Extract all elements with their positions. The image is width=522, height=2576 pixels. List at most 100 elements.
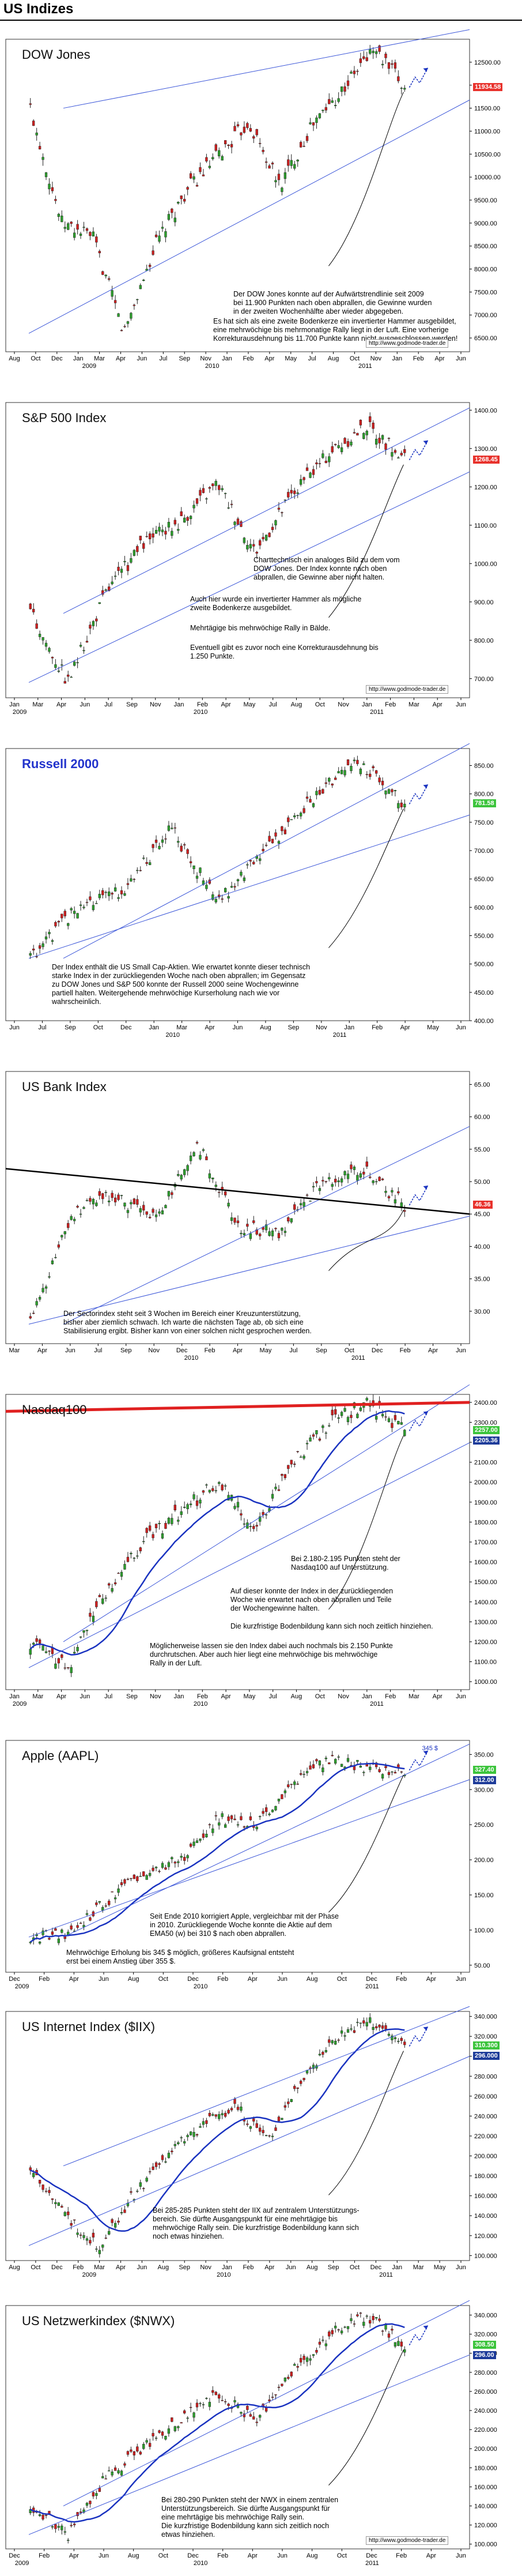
- candle-body: [136, 546, 139, 552]
- candle-body: [271, 1230, 274, 1236]
- candle-body: [290, 490, 293, 494]
- candle-body: [76, 1925, 79, 1928]
- candle-body: [369, 773, 372, 777]
- candle-body: [346, 2029, 350, 2033]
- candle-body: [381, 2025, 384, 2029]
- chart-svg-rut: 850.00 800.00 750.00 700.00 650.00 600.00 550.…: [5, 743, 494, 1039]
- candle-body: [252, 1220, 255, 1223]
- forecast-arrow: [408, 1411, 429, 1431]
- candle-body: [315, 462, 318, 465]
- y-tick-label: 1800.00: [474, 1519, 497, 1526]
- candle-body: [312, 2064, 315, 2069]
- candle-body: [271, 2135, 274, 2137]
- candle-body: [283, 1790, 287, 1793]
- candle-body: [362, 763, 365, 765]
- candle-body: [365, 1398, 368, 1401]
- x-tick-label: Oct: [31, 355, 40, 362]
- candle-body: [211, 2390, 214, 2393]
- candle-body: [249, 128, 252, 132]
- candle-body: [54, 2524, 57, 2529]
- candle-body: [362, 1772, 365, 1773]
- candle-body: [186, 187, 189, 190]
- candle-body: [381, 63, 384, 66]
- y-tick-label: 140.000: [474, 2213, 497, 2220]
- candle-body: [274, 1228, 277, 1229]
- x-tick-label: Feb: [243, 355, 254, 362]
- x-tick-label: Oct: [350, 355, 360, 362]
- candle-body: [340, 447, 343, 453]
- y-tick-label: 1500.00: [474, 1579, 497, 1586]
- candle-body: [95, 236, 98, 243]
- candle-body: [48, 1650, 51, 1652]
- candle-body: [359, 1173, 362, 1178]
- candle-body: [152, 533, 154, 537]
- candle-body: [268, 1231, 271, 1236]
- candle-body: [44, 1651, 48, 1653]
- candle-body: [130, 1202, 133, 1205]
- candle-body: [318, 1188, 321, 1191]
- candle-body: [189, 2406, 192, 2408]
- y-tick-label: 50.00: [474, 1962, 490, 1969]
- candle-body: [328, 777, 331, 782]
- candle-body: [227, 507, 230, 509]
- candle-body: [268, 836, 271, 842]
- candle-body: [108, 2231, 111, 2235]
- candle-body: [192, 1841, 195, 1846]
- candle-body: [173, 2144, 176, 2146]
- y-tick-label: 200.000: [474, 2446, 497, 2453]
- candle-body: [104, 589, 107, 591]
- candle-body: [259, 858, 262, 861]
- candle-body: [161, 1863, 164, 1868]
- candle-body: [211, 1828, 214, 1833]
- candle-body: [183, 2141, 186, 2143]
- candle-body: [224, 2401, 227, 2402]
- chart-svg-spx: 1400.00 1300.00 1200.00 1100.00 1000.00 900.0…: [5, 402, 497, 716]
- candle-body: [246, 123, 249, 128]
- candle-body: [142, 1541, 145, 1543]
- candle-body: [205, 157, 208, 161]
- candle-body: [350, 72, 353, 74]
- y-tick-label: 10500.00: [474, 151, 501, 158]
- y-tick-label: 1400.00: [474, 407, 497, 414]
- candle-body: [202, 1833, 205, 1838]
- candle-body: [79, 2511, 82, 2513]
- x-tick-label: Apr: [221, 701, 231, 708]
- candle-body: [120, 890, 123, 894]
- candle-body: [205, 885, 208, 889]
- candle-body: [60, 913, 63, 919]
- candle-body: [362, 433, 365, 439]
- candle-body: [67, 2212, 70, 2216]
- candle-body: [221, 488, 224, 490]
- x-tick-label: Nov: [150, 1693, 161, 1700]
- candle-body: [378, 1176, 381, 1181]
- x-tick-label: Jun: [9, 1024, 20, 1031]
- candle-body: [359, 2022, 362, 2024]
- x-tick-label: Aug: [307, 1976, 318, 1983]
- candle-body: [54, 922, 57, 927]
- candle-body: [397, 1421, 400, 1424]
- candle-body: [171, 828, 173, 829]
- candle-body: [264, 1807, 268, 1812]
- candle-body: [117, 1194, 120, 1200]
- chart-panel-aapl: 350.00 300.00 250.00 200.00 150.00 100.00 50.0…: [0, 1736, 522, 1995]
- candle-body: [44, 172, 48, 178]
- source-credit: http://www.godmode-trader.de: [366, 2536, 449, 2545]
- x-year-label: 2011: [370, 1701, 384, 1708]
- candle-body: [63, 227, 66, 229]
- candle-body: [85, 1913, 89, 1915]
- chart-panel-ndx: 2400.002300.002200.002100.002000.001900.…: [0, 1384, 522, 1713]
- x-tick-label: Aug: [328, 355, 339, 362]
- x-tick-label: Jan: [344, 1024, 354, 1031]
- candle-body: [57, 921, 60, 923]
- candle-body: [161, 529, 164, 532]
- y-tick-label: 1600.00: [474, 1559, 497, 1566]
- candle-body: [312, 469, 315, 475]
- y-tick-label: 100.00: [474, 1927, 494, 1934]
- candle-body: [167, 1191, 171, 1197]
- candle-body: [95, 1601, 98, 1607]
- candle-body: [369, 1766, 372, 1770]
- candle-body: [268, 1814, 271, 1815]
- chart-title-iix: US Internet Index ($IIX): [22, 2020, 156, 2034]
- candle-body: [221, 1813, 224, 1817]
- candle-body: [145, 1875, 148, 1880]
